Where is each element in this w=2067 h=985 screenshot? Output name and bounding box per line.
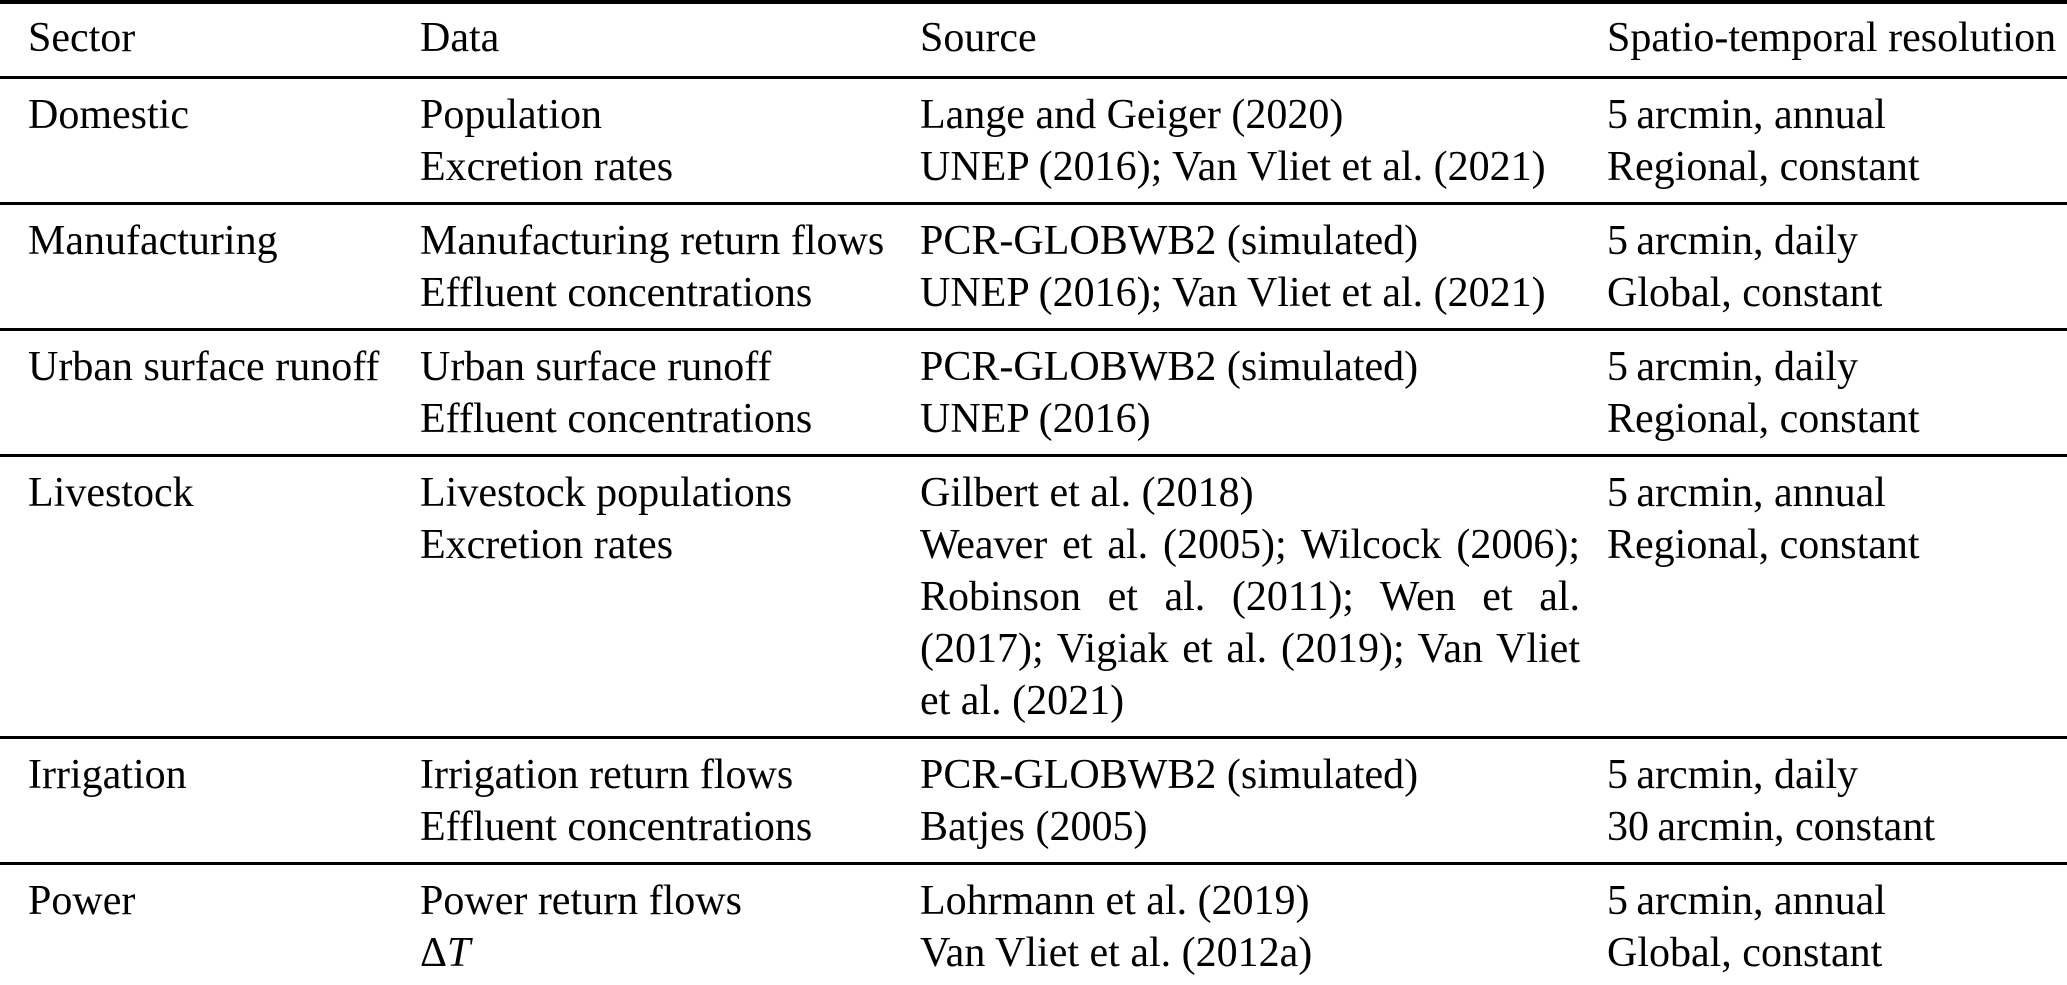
delta-symbol: Δ [420, 930, 448, 976]
cell-resolution: 5 arcmin, annual Global, constant [1607, 864, 2067, 985]
temperature-variable: T [447, 930, 471, 976]
source-entry: PCR-GLOBWB2 (simulated) [920, 344, 1419, 390]
resolution-line: 5 arcmin, annual [1607, 92, 1886, 138]
column-header-source: Source [920, 2, 1607, 79]
column-header-sector: Sector [0, 2, 420, 79]
table-row-domestic: Domestic Population Excretion rates Lang… [0, 77, 2067, 205]
source-entry: UNEP (2016); Van Vliet et al. (2021) [920, 144, 1546, 190]
resolution-line: 30 arcmin, constant [1607, 804, 1935, 850]
cell-data: Population Excretion rates [420, 77, 920, 205]
resolution-line: 5 arcmin, annual [1607, 470, 1886, 516]
source-entry: Gilbert et al. (2018) [920, 470, 1254, 516]
cell-sector: Power [28, 878, 136, 924]
delta-t-expression: ΔT [420, 927, 920, 979]
cell-data: Livestock populations Excretion rates [420, 455, 920, 739]
resolution-line: 5 arcmin, daily [1607, 344, 1858, 390]
source-entry: Batjes (2005) [920, 804, 1148, 850]
cell-sector: Livestock [0, 455, 420, 739]
cell-resolution: 5 arcmin, annual Regional, constant [1607, 455, 2067, 739]
table-row-manufacturing: Manufacturing Manufacturing return flows… [0, 203, 2067, 331]
resolution-line: Regional, constant [1607, 144, 1920, 190]
cell-source: PCR-GLOBWB2 (simulated) Batjes (2005) [920, 737, 1607, 865]
header-row: Sector Data Source Spatio-temporal resol… [0, 2, 2067, 79]
source-entry: Lohrmann et al. (2019) [920, 878, 1310, 924]
data-line: Excretion rates [420, 522, 674, 568]
cell-resolution: 5 arcmin, daily Regional, constant [1607, 329, 2067, 457]
resolution-line: Global, constant [1607, 270, 1883, 316]
data-line: Manufacturing return flows [420, 218, 885, 264]
resolution-line: Regional, constant [1607, 522, 1920, 568]
cell-resolution: 5 arcmin, daily Global, constant [1607, 203, 2067, 331]
source-entry: PCR-GLOBWB2 (simulated) [920, 752, 1419, 798]
source-entry: PCR-GLOBWB2 (simulated) [920, 218, 1419, 264]
source-entry: UNEP (2016) [920, 396, 1151, 442]
cell-resolution: 5 arcmin, annual Regional, constant [1607, 77, 2067, 205]
data-line: Power return flows [420, 878, 742, 924]
data-line: Effluent concentrations [420, 270, 813, 316]
resolution-line: 5 arcmin, annual [1607, 878, 1886, 924]
source-entry: Van Vliet et al. (2012a) [920, 930, 1313, 976]
resolution-line: Global, constant [1607, 930, 1883, 976]
cell-sector: Irrigation [0, 737, 420, 865]
table-row-power: Power Power return flows ΔT Lohrmann et … [0, 864, 2067, 985]
column-header-resolution: Spatio-temporal resolution [1607, 2, 2067, 79]
data-line: Excretion rates [420, 144, 674, 190]
cell-data: Irrigation return flows Effluent concent… [420, 737, 920, 865]
table-row-livestock: Livestock Livestock populations Excretio… [0, 455, 2067, 739]
cell-data: Manufacturing return flows Effluent conc… [420, 203, 920, 331]
cell-source: Lange and Geiger (2020) UNEP (2016); Van… [920, 77, 1607, 205]
data-line: Population [420, 92, 603, 138]
cell-source: PCR-GLOBWB2 (simulated) UNEP (2016); Van… [920, 203, 1607, 331]
cell-sector: Manufacturing [0, 203, 420, 331]
cell-source: PCR-GLOBWB2 (simulated) UNEP (2016) [920, 329, 1607, 457]
table-row-urban-surface-runoff: Urban surface runoff Urban surface runof… [0, 329, 2067, 457]
resolution-line: 5 arcmin, daily [1607, 218, 1858, 264]
source-entry: Weaver et al. (2005); Wilcock (2006); Ro… [920, 522, 1580, 724]
data-line: Irrigation return flows [420, 752, 794, 798]
cell-source: Gilbert et al. (2018) Weaver et al. (200… [920, 455, 1607, 739]
data-line: Effluent concentrations [420, 396, 813, 442]
column-header-data: Data [420, 2, 920, 79]
data-line: Effluent concentrations [420, 804, 813, 850]
table-row-irrigation: Irrigation Irrigation return flows Efflu… [0, 737, 2067, 865]
source-entry: Lange and Geiger (2020) [920, 92, 1344, 138]
cell-sector: Domestic [0, 77, 420, 205]
resolution-line: Regional, constant [1607, 396, 1920, 442]
cell-data: Urban surface runoff Effluent concentrat… [420, 329, 920, 457]
resolution-line: 5 arcmin, daily [1607, 752, 1858, 798]
cell-source: Lohrmann et al. (2019) Van Vliet et al. … [920, 864, 1607, 985]
cell-sector: Urban surface runoff [0, 329, 420, 457]
cell-resolution: 5 arcmin, daily 30 arcmin, constant [1607, 737, 2067, 865]
cell-data: Power return flows ΔT [420, 864, 920, 985]
data-line: Urban surface runoff [420, 344, 772, 390]
data-line: Livestock populations [420, 470, 793, 516]
source-entry: UNEP (2016); Van Vliet et al. (2021) [920, 270, 1546, 316]
